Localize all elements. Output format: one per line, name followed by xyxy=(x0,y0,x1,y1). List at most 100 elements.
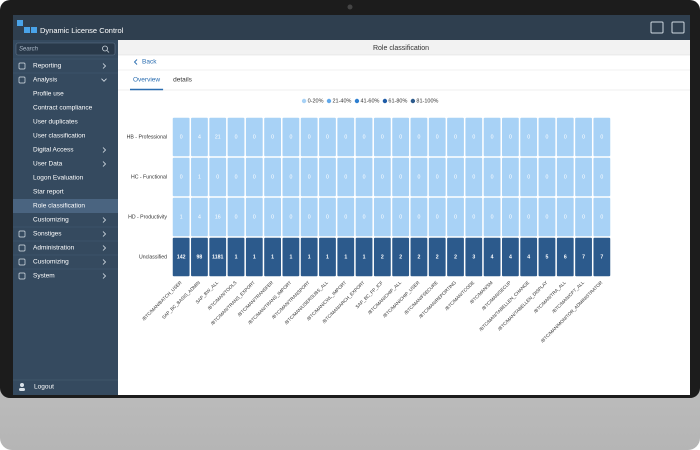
heat-cell[interactable] xyxy=(355,117,373,157)
heat-cell[interactable] xyxy=(264,117,281,157)
heat-cell[interactable] xyxy=(300,117,318,157)
heat-cell[interactable] xyxy=(465,157,483,197)
heat-cell[interactable] xyxy=(282,117,300,157)
heat-cell[interactable] xyxy=(245,237,263,277)
heat-cell[interactable] xyxy=(300,157,318,197)
heat-cell[interactable] xyxy=(538,117,556,157)
heat-cell[interactable] xyxy=(191,117,208,157)
nav-item[interactable]: User duplicates xyxy=(33,119,79,126)
heat-cell[interactable] xyxy=(483,197,501,237)
heat-cell[interactable] xyxy=(355,197,373,237)
nav-item[interactable]: Customizing xyxy=(33,259,69,266)
heat-cell[interactable] xyxy=(300,197,318,237)
nav-item[interactable]: Role classification xyxy=(33,203,85,210)
heat-cell[interactable] xyxy=(502,157,519,197)
nav-item[interactable]: System xyxy=(33,273,55,280)
heat-cell[interactable] xyxy=(245,157,263,197)
heat-cell[interactable] xyxy=(337,197,355,237)
heat-cell[interactable] xyxy=(556,117,574,157)
nav-item[interactable]: Analysis xyxy=(33,77,58,84)
icon-button[interactable] xyxy=(650,21,664,34)
heat-cell[interactable] xyxy=(337,157,355,197)
heat-cell[interactable] xyxy=(191,237,208,277)
search-field[interactable] xyxy=(15,42,116,56)
heat-cell[interactable] xyxy=(465,117,483,157)
heat-cell[interactable] xyxy=(191,157,208,197)
nav-item[interactable]: Contract compliance xyxy=(33,105,93,112)
logout[interactable]: Logout xyxy=(34,384,54,391)
heat-cell[interactable] xyxy=(575,197,592,237)
heat-cell[interactable] xyxy=(410,197,428,237)
heat-cell[interactable] xyxy=(227,117,245,157)
heat-cell[interactable] xyxy=(556,157,574,197)
heat-cell[interactable] xyxy=(227,197,245,237)
heat-cell[interactable] xyxy=(337,117,355,157)
heat-cell[interactable] xyxy=(172,157,190,197)
back-button[interactable]: Back xyxy=(142,59,157,66)
heat-cell[interactable] xyxy=(392,197,410,237)
nav-item[interactable]: Star report xyxy=(33,189,64,196)
heat-cell[interactable] xyxy=(209,197,227,237)
heat-cell[interactable] xyxy=(538,197,556,237)
heat-cell[interactable] xyxy=(593,157,611,197)
heat-cell[interactable] xyxy=(373,157,391,197)
heat-cell[interactable] xyxy=(373,117,391,157)
heat-cell[interactable] xyxy=(520,157,538,197)
search-icon[interactable] xyxy=(102,45,108,52)
heat-cell[interactable] xyxy=(502,237,519,277)
heat-cell[interactable] xyxy=(172,197,190,237)
heat-cell[interactable] xyxy=(428,197,446,237)
heat-cell[interactable] xyxy=(538,237,556,277)
heat-cell[interactable] xyxy=(373,197,391,237)
heat-cell[interactable] xyxy=(483,117,501,157)
heat-cell[interactable] xyxy=(538,157,556,197)
heat-cell[interactable] xyxy=(264,157,281,197)
heat-cell[interactable] xyxy=(593,197,611,237)
heat-cell[interactable] xyxy=(191,197,208,237)
heat-cell[interactable] xyxy=(264,237,281,277)
heat-cell[interactable] xyxy=(209,237,227,277)
heat-cell[interactable] xyxy=(483,157,501,197)
heat-cell[interactable] xyxy=(209,157,227,197)
heat-cell[interactable] xyxy=(502,117,519,157)
heat-cell[interactable] xyxy=(355,157,373,197)
heat-cell[interactable] xyxy=(282,157,300,197)
nav-item[interactable]: User classification xyxy=(33,133,86,140)
heat-cell[interactable] xyxy=(172,117,190,157)
nav-item[interactable]: Administration xyxy=(33,245,75,252)
heat-cell[interactable] xyxy=(593,237,611,277)
nav-item[interactable]: Customizing xyxy=(33,217,69,224)
heat-cell[interactable] xyxy=(355,237,373,277)
heat-cell[interactable] xyxy=(392,117,410,157)
nav-item[interactable]: Digital Access xyxy=(33,147,74,154)
heat-cell[interactable] xyxy=(575,157,592,197)
heat-cell[interactable] xyxy=(447,197,464,237)
heat-cell[interactable] xyxy=(172,237,190,277)
heat-cell[interactable] xyxy=(520,117,538,157)
heat-cell[interactable] xyxy=(209,117,227,157)
heat-cell[interactable] xyxy=(502,197,519,237)
heat-cell[interactable] xyxy=(319,197,336,237)
heat-cell[interactable] xyxy=(447,157,464,197)
tab[interactable]: Overview xyxy=(133,77,160,84)
heat-cell[interactable] xyxy=(245,197,263,237)
heat-cell[interactable] xyxy=(319,117,336,157)
nav-item[interactable]: User Data xyxy=(33,161,63,168)
heat-cell[interactable] xyxy=(556,197,574,237)
heat-cell[interactable] xyxy=(520,237,538,277)
heat-cell[interactable] xyxy=(428,117,446,157)
nav-item[interactable]: Profile use xyxy=(33,91,64,98)
heat-cell[interactable] xyxy=(575,237,592,277)
heat-cell[interactable] xyxy=(227,157,245,197)
nav-item[interactable]: Logon Evaluation xyxy=(33,175,84,182)
heat-cell[interactable] xyxy=(428,237,446,277)
heat-cell[interactable] xyxy=(245,117,263,157)
heat-cell[interactable] xyxy=(392,237,410,277)
tab[interactable]: details xyxy=(173,77,193,84)
heat-cell[interactable] xyxy=(264,197,281,237)
heat-cell[interactable] xyxy=(520,197,538,237)
heat-cell[interactable] xyxy=(319,157,336,197)
heat-cell[interactable] xyxy=(447,117,464,157)
heat-cell[interactable] xyxy=(300,237,318,277)
heat-cell[interactable] xyxy=(319,237,336,277)
